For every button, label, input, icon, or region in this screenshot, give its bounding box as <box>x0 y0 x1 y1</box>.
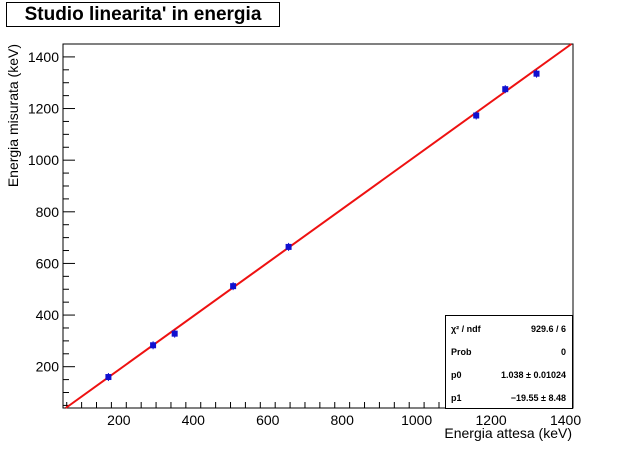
stats-row-p0: p0 1.038 ± 0.01024 <box>451 368 566 382</box>
y-tick-label: 800 <box>36 204 60 220</box>
y-axis-tick-labels: 200 400 600 800 1000 1200 1400 <box>28 49 59 375</box>
y-axis-ticks <box>63 43 75 406</box>
x-tick-label: 200 <box>107 412 131 428</box>
stats-row-p1: p1 −19.55 ± 8.48 <box>451 391 566 405</box>
y-tick-label: 1200 <box>28 101 59 117</box>
data-points <box>105 69 540 382</box>
y-tick-label: 200 <box>36 359 60 375</box>
stats-row-chi2: χ² / ndf 929.6 / 6 <box>451 322 566 336</box>
data-point <box>473 111 480 120</box>
stats-value: 929.6 / 6 <box>530 324 566 334</box>
x-tick-label: 400 <box>182 412 206 428</box>
stats-value: 0 <box>560 347 566 357</box>
stats-value: −19.55 ± 8.48 <box>510 393 566 403</box>
data-point <box>533 69 540 78</box>
plot-frame <box>62 43 574 409</box>
fit-stats-box: χ² / ndf 929.6 / 6 Prob 0 p0 1.038 ± 0.0… <box>445 315 573 409</box>
y-tick-label: 1000 <box>28 152 59 168</box>
data-point <box>105 373 112 382</box>
title-box: Studio linearita' in energia <box>6 2 280 27</box>
stats-key: p0 <box>451 370 462 380</box>
y-tick-label: 600 <box>36 255 60 271</box>
x-axis-label: Energia attesa (keV) <box>444 425 572 441</box>
data-point <box>230 282 237 291</box>
y-tick-label: 400 <box>36 307 60 323</box>
x-axis-tick-labels: 200 400 600 800 1000 1200 1400 <box>107 412 581 428</box>
data-point <box>285 242 292 251</box>
x-tick-label: 800 <box>331 412 355 428</box>
chart-title: Studio linearita' in energia <box>24 4 262 25</box>
data-point <box>171 329 178 338</box>
y-tick-label: 1400 <box>28 49 59 65</box>
stats-key: p1 <box>451 393 462 403</box>
data-point <box>502 85 509 94</box>
x-tick-label: 1000 <box>401 412 432 428</box>
data-point <box>150 341 157 350</box>
stats-key: χ² / ndf <box>451 324 481 334</box>
x-tick-label: 1200 <box>476 412 507 428</box>
x-tick-label: 600 <box>256 412 280 428</box>
x-tick-label: 1400 <box>550 412 581 428</box>
y-axis-label: Energia misurata (keV) <box>5 44 21 187</box>
stats-row-prob: Prob 0 <box>451 345 566 359</box>
stats-value: 1.038 ± 0.01024 <box>501 370 566 380</box>
stats-key: Prob <box>451 347 472 357</box>
fit-line <box>65 43 573 409</box>
